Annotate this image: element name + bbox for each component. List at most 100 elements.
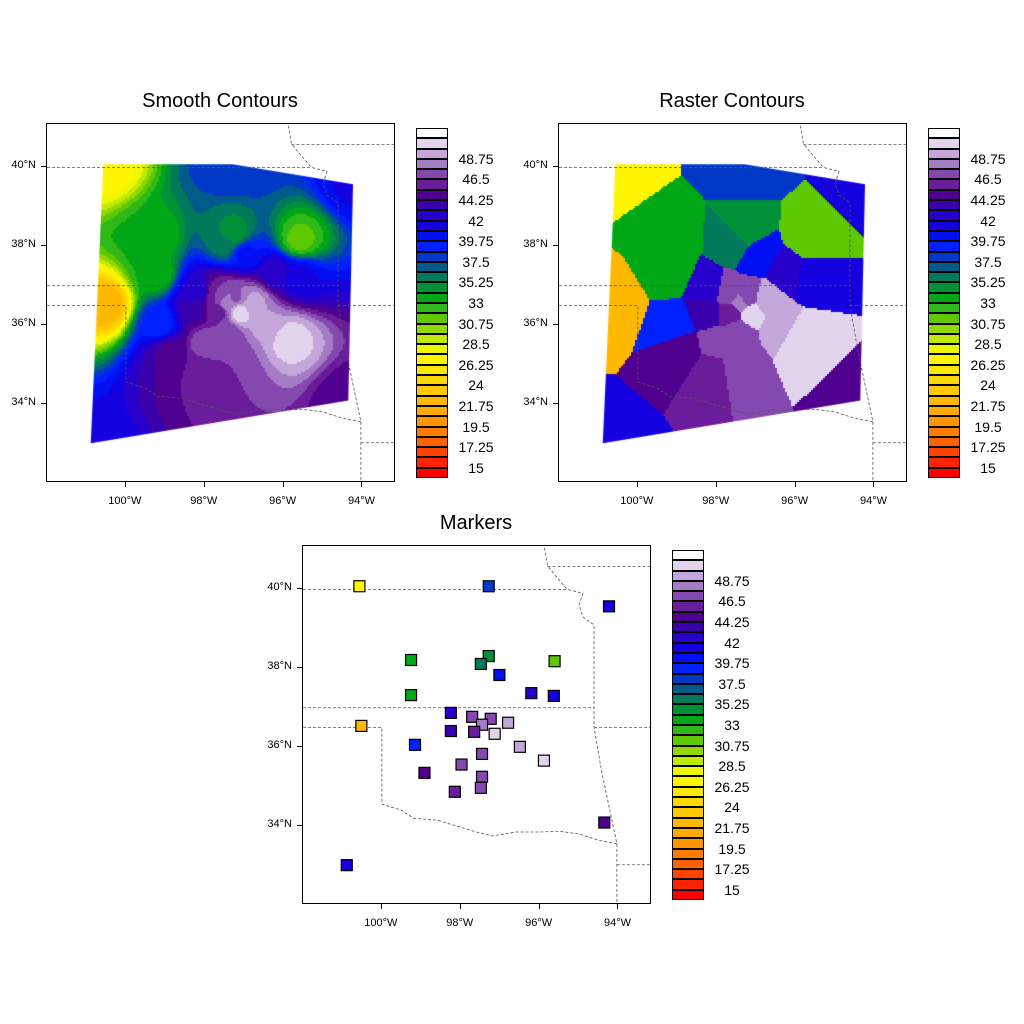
colorbar-box <box>672 580 704 592</box>
colorbar-box <box>416 158 448 170</box>
colorbar-box <box>672 683 704 695</box>
colorbar-box <box>672 714 704 725</box>
station-marker <box>475 770 489 783</box>
station-marker <box>474 657 487 671</box>
state-boundaries <box>559 124 906 481</box>
colorbar-label: 28.5 <box>462 336 490 353</box>
y-tick-mark <box>297 825 302 827</box>
y-tick-label: 38°N <box>11 238 36 251</box>
colorbar-label: 21.75 <box>714 819 750 836</box>
colorbar-label: 33 <box>468 295 484 311</box>
x-tick-label: 98°W <box>446 917 474 929</box>
colorbar-label: 48.75 <box>458 150 494 167</box>
colorbar-box <box>416 179 448 190</box>
colorbar-label: 28.5 <box>718 758 746 775</box>
colorbar-label: 46.5 <box>718 593 746 610</box>
boundary-line <box>559 124 874 423</box>
colorbar-label: 26.25 <box>970 356 1006 373</box>
colorbar-label: 19.5 <box>462 418 490 435</box>
colorbar-box <box>928 282 960 293</box>
colorbar-box <box>416 169 448 180</box>
y-tick-mark <box>41 245 46 247</box>
state-boundaries <box>47 124 394 481</box>
colorbar-box <box>672 745 704 756</box>
y-tick-label: 36°N <box>267 739 292 752</box>
y-tick-label: 36°N <box>11 317 36 330</box>
colorbar-box <box>416 282 448 293</box>
colorbar-box <box>672 725 704 736</box>
x-tick-mark <box>538 904 540 909</box>
chart-title: Smooth Contours <box>142 90 298 112</box>
colorbar-box <box>928 323 960 334</box>
state-boundaries <box>303 546 650 903</box>
colorbar-box <box>672 817 704 828</box>
colorbar-label: 35.25 <box>458 274 494 291</box>
station-marker <box>353 580 366 593</box>
colorbar-box <box>928 416 960 427</box>
colorbar-box <box>928 210 960 221</box>
colorbar-box <box>416 220 448 231</box>
colorbar-box <box>416 313 448 324</box>
boundary-line <box>303 546 618 845</box>
chart-title: Markers <box>439 512 513 534</box>
colorbar-label: 24 <box>980 377 996 394</box>
colorbar-label: 24 <box>468 377 484 394</box>
colorbar-label: 30.75 <box>970 315 1006 332</box>
colorbar-box <box>672 797 704 808</box>
colorbar-box <box>672 735 704 746</box>
colorbar-box <box>928 405 960 417</box>
plot-area <box>302 545 651 904</box>
colorbar-box <box>928 436 960 448</box>
plot-area <box>558 123 907 482</box>
station-marker <box>404 689 418 702</box>
station-marker <box>482 580 495 593</box>
station-marker <box>340 859 353 872</box>
colorbar-label: 26.25 <box>458 356 494 373</box>
colorbar-label: 37.5 <box>974 253 1002 270</box>
x-tick-label: 100°W <box>620 495 654 507</box>
station-marker <box>548 655 561 668</box>
colorbar-box <box>928 467 960 478</box>
x-tick-mark <box>459 904 461 909</box>
colorbar-box <box>672 827 704 839</box>
station-marker <box>475 718 489 731</box>
x-tick-label: 100°W <box>364 917 398 929</box>
y-tick-mark <box>553 245 558 247</box>
x-tick-label: 94°W <box>859 495 887 507</box>
colorbar-box <box>928 158 960 170</box>
colorbar-box <box>672 673 704 684</box>
colorbar <box>416 128 448 478</box>
colorbar-box <box>928 292 960 303</box>
station-marker <box>355 719 368 732</box>
colorbar-box <box>416 344 448 355</box>
colorbar-box <box>928 447 960 458</box>
colorbar-box <box>928 354 960 365</box>
colorbar-box <box>928 241 960 252</box>
colorbar-box <box>672 889 704 900</box>
station-marker <box>475 747 489 761</box>
colorbar-label: 44.25 <box>714 614 750 631</box>
colorbar-box <box>672 642 704 653</box>
station-marker <box>547 689 560 703</box>
colorbar-label: 15 <box>980 459 996 476</box>
colorbar-box <box>416 457 448 468</box>
y-tick-label: 40°N <box>267 581 292 594</box>
station-marker <box>448 785 461 798</box>
x-tick-mark <box>203 482 205 487</box>
colorbar-label: 44.25 <box>970 192 1006 209</box>
station-marker <box>408 738 422 751</box>
colorbar-box <box>416 333 448 345</box>
colorbar-label: 33 <box>724 717 740 733</box>
colorbar-label: 17.25 <box>458 439 494 456</box>
station-marker <box>537 754 551 767</box>
x-tick-label: 94°W <box>347 495 375 507</box>
colorbar-box <box>416 189 448 201</box>
colorbar-box <box>672 755 704 767</box>
colorbar-box <box>416 292 448 303</box>
plot-area <box>46 123 395 482</box>
colorbar-box <box>928 426 960 437</box>
colorbar-label: 37.5 <box>718 675 746 692</box>
colorbar-box <box>672 694 704 705</box>
y-tick-mark <box>297 667 302 669</box>
